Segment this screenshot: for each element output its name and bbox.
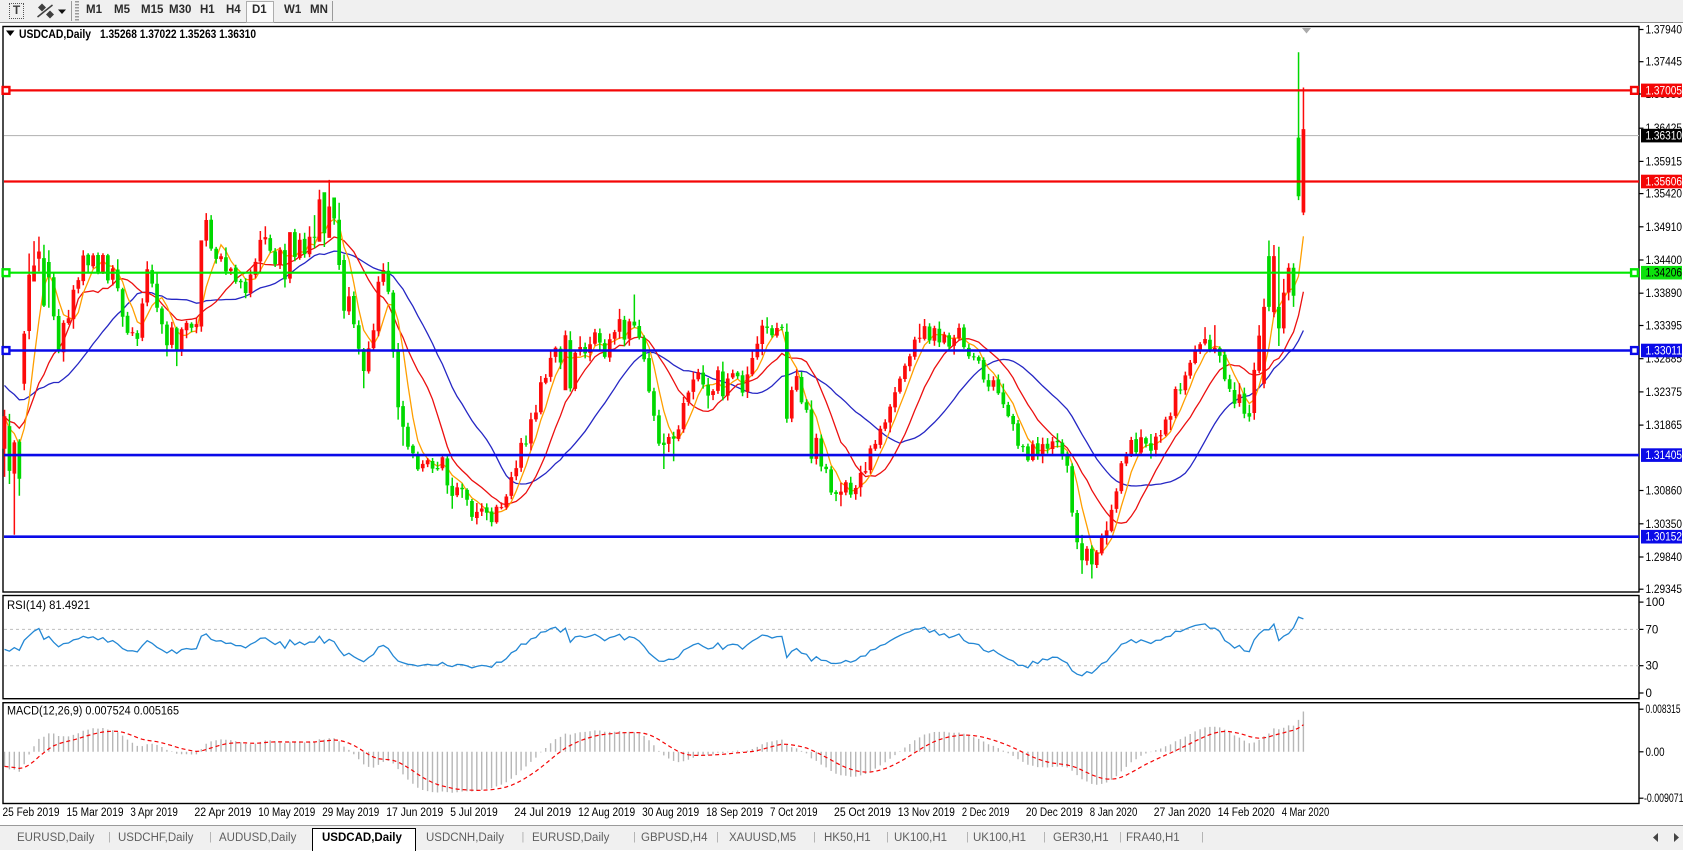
svg-text:RSI(14) 81.4921: RSI(14) 81.4921	[7, 600, 90, 612]
svg-text:1.33395: 1.33395	[1646, 321, 1683, 333]
svg-text:22 Apr 2019: 22 Apr 2019	[194, 807, 251, 819]
svg-text:1.36310: 1.36310	[1646, 131, 1683, 143]
svg-text:3 Apr 2019: 3 Apr 2019	[130, 807, 178, 819]
svg-text:1.35420: 1.35420	[1646, 189, 1683, 201]
svg-text:70: 70	[1646, 624, 1659, 636]
svg-text:1.33011: 1.33011	[1646, 346, 1683, 358]
svg-text:1.34400: 1.34400	[1646, 255, 1683, 267]
svg-text:1.31865: 1.31865	[1646, 420, 1683, 432]
svg-text:17 Jun 2019: 17 Jun 2019	[386, 807, 443, 819]
svg-text:0.00: 0.00	[1646, 747, 1665, 759]
svg-text:0: 0	[1646, 688, 1652, 700]
svg-text:13 Nov 2019: 13 Nov 2019	[898, 807, 955, 819]
svg-text:1.37445: 1.37445	[1646, 57, 1683, 69]
svg-text:1.35915: 1.35915	[1646, 156, 1683, 168]
svg-text:25 Feb 2019: 25 Feb 2019	[3, 807, 60, 819]
svg-text:2 Dec 2019: 2 Dec 2019	[962, 807, 1010, 819]
svg-text:18 Sep 2019: 18 Sep 2019	[706, 807, 763, 819]
svg-text:1.34910: 1.34910	[1646, 222, 1683, 234]
svg-text:1.30350: 1.30350	[1646, 519, 1683, 531]
svg-text:29 May 2019: 29 May 2019	[322, 807, 379, 819]
svg-text:MACD(12,26,9) 0.007524 0.00516: MACD(12,26,9) 0.007524 0.005165	[7, 706, 179, 718]
svg-text:30: 30	[1646, 661, 1659, 673]
svg-text:1.30860: 1.30860	[1646, 486, 1683, 498]
svg-text:20 Dec 2019: 20 Dec 2019	[1026, 807, 1083, 819]
svg-text:14 Feb 2020: 14 Feb 2020	[1218, 807, 1275, 819]
svg-text:1.33890: 1.33890	[1646, 288, 1683, 300]
svg-text:1.34206: 1.34206	[1646, 268, 1683, 280]
svg-text:5 Jul 2019: 5 Jul 2019	[450, 807, 498, 819]
svg-text:25 Oct 2019: 25 Oct 2019	[834, 807, 891, 819]
svg-text:1.31405: 1.31405	[1646, 450, 1683, 462]
svg-text:100: 100	[1646, 597, 1665, 609]
svg-text:30 Aug 2019: 30 Aug 2019	[642, 807, 699, 819]
svg-text:-0.009071: -0.009071	[1644, 793, 1683, 805]
svg-text:15 Mar 2019: 15 Mar 2019	[67, 807, 124, 819]
svg-text:1.29345: 1.29345	[1646, 584, 1683, 596]
svg-text:10 May 2019: 10 May 2019	[258, 807, 315, 819]
svg-text:12 Aug 2019: 12 Aug 2019	[578, 807, 635, 819]
svg-text:8 Jan 2020: 8 Jan 2020	[1090, 807, 1138, 819]
svg-text:27 Jan 2020: 27 Jan 2020	[1154, 807, 1211, 819]
svg-text:USDCAD,Daily: USDCAD,Daily	[19, 29, 92, 41]
svg-text:7 Oct 2019: 7 Oct 2019	[770, 807, 818, 819]
svg-text:1.30152: 1.30152	[1646, 532, 1683, 544]
svg-text:4 Mar 2020: 4 Mar 2020	[1282, 807, 1330, 819]
svg-text:1.35268 1.37022 1.35263 1.3631: 1.35268 1.37022 1.35263 1.36310	[100, 29, 256, 41]
svg-text:24 Jul 2019: 24 Jul 2019	[514, 807, 571, 819]
svg-text:1.35606: 1.35606	[1646, 177, 1683, 189]
svg-text:0.008315: 0.008315	[1646, 704, 1681, 716]
svg-text:1.37940: 1.37940	[1646, 25, 1683, 37]
svg-text:1.29840: 1.29840	[1646, 552, 1683, 564]
svg-text:1.37005: 1.37005	[1646, 85, 1683, 97]
svg-text:1.32375: 1.32375	[1646, 387, 1683, 399]
